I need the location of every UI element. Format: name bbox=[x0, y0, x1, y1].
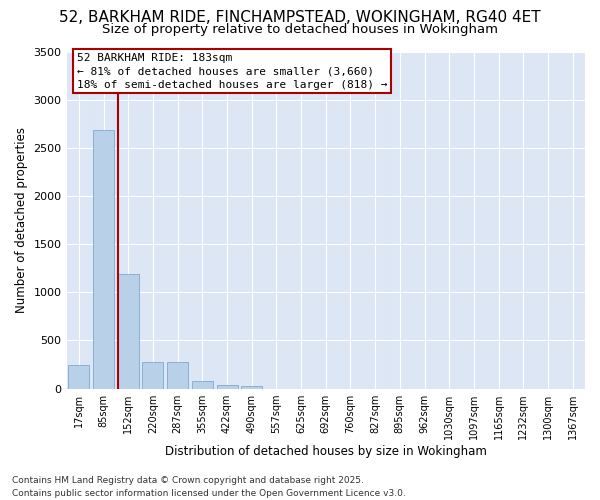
Text: Contains HM Land Registry data © Crown copyright and database right 2025.
Contai: Contains HM Land Registry data © Crown c… bbox=[12, 476, 406, 498]
Bar bbox=[192, 381, 213, 388]
Bar bbox=[241, 386, 262, 388]
Bar bbox=[118, 274, 139, 388]
Bar bbox=[93, 130, 114, 388]
Y-axis label: Number of detached properties: Number of detached properties bbox=[15, 127, 28, 313]
Text: 52, BARKHAM RIDE, FINCHAMPSTEAD, WOKINGHAM, RG40 4ET: 52, BARKHAM RIDE, FINCHAMPSTEAD, WOKINGH… bbox=[59, 10, 541, 25]
Bar bbox=[167, 362, 188, 388]
Bar bbox=[68, 364, 89, 388]
Text: Size of property relative to detached houses in Wokingham: Size of property relative to detached ho… bbox=[102, 22, 498, 36]
Bar bbox=[142, 362, 163, 388]
X-axis label: Distribution of detached houses by size in Wokingham: Distribution of detached houses by size … bbox=[165, 444, 487, 458]
Bar bbox=[217, 384, 238, 388]
Text: 52 BARKHAM RIDE: 183sqm
← 81% of detached houses are smaller (3,660)
18% of semi: 52 BARKHAM RIDE: 183sqm ← 81% of detache… bbox=[77, 53, 388, 90]
